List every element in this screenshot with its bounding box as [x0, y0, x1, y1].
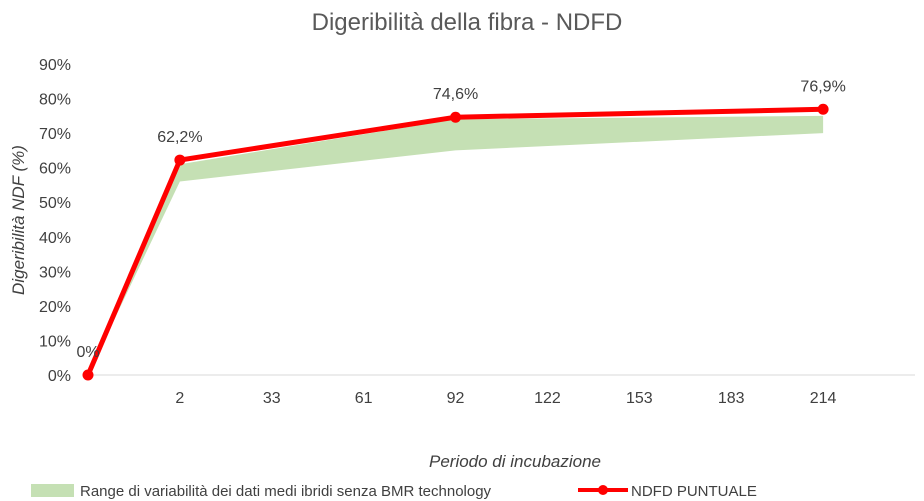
series-layer	[82, 103, 829, 381]
y-tick-label: 90%	[39, 57, 71, 74]
y-tick-label: 50%	[39, 195, 71, 212]
y-tick-label: 20%	[39, 299, 71, 316]
y-axis-tick-labels: 0% 10% 20% 30% 40% 50% 60% 70% 80% 90%	[39, 57, 71, 385]
y-tick-label: 80%	[39, 92, 71, 109]
x-tick-label: 183	[718, 390, 745, 407]
y-tick-label: 0%	[48, 368, 71, 385]
y-tick-label: 30%	[39, 264, 71, 281]
x-tick-label: 61	[355, 390, 373, 407]
series-point	[450, 111, 462, 123]
y-tick-label: 10%	[39, 333, 71, 350]
x-axis-title: Periodo di incubazione	[429, 452, 601, 471]
chart-title: Digeribilità della fibra - NDFD	[312, 9, 623, 36]
y-tick-label: 60%	[39, 161, 71, 178]
x-tick-label: 92	[447, 390, 465, 407]
legend-label-line: NDFD PUNTUALE	[631, 483, 757, 500]
data-label: 76,9%	[800, 78, 845, 95]
series-line-ndfd	[85, 106, 826, 378]
legend-label-band: Range di variabilità dei dati medi ibrid…	[80, 483, 492, 500]
x-tick-label: 214	[810, 390, 837, 407]
legend: Range di variabilità dei dati medi ibrid…	[31, 483, 757, 500]
x-tick-label: 122	[534, 390, 561, 407]
data-label: 0%	[76, 344, 99, 361]
series-point	[817, 103, 829, 115]
legend-swatch-marker	[598, 485, 608, 495]
data-label: 74,6%	[433, 86, 478, 103]
y-tick-label: 70%	[39, 126, 71, 143]
series-point	[82, 369, 94, 381]
data-label: 62,2%	[157, 129, 202, 146]
x-tick-label: 2	[175, 390, 184, 407]
legend-swatch-band	[31, 484, 74, 497]
y-tick-label: 40%	[39, 230, 71, 247]
series-point	[174, 154, 186, 166]
x-tick-label: 153	[626, 390, 653, 407]
data-label-layer: 0% 62,2% 74,6% 76,9%	[76, 78, 845, 361]
y-axis-title: Digeribilità NDF (%)	[9, 145, 28, 295]
x-axis-tick-labels: 2 33 61 92 122 153 183 214	[175, 390, 836, 407]
x-tick-label: 33	[263, 390, 281, 407]
